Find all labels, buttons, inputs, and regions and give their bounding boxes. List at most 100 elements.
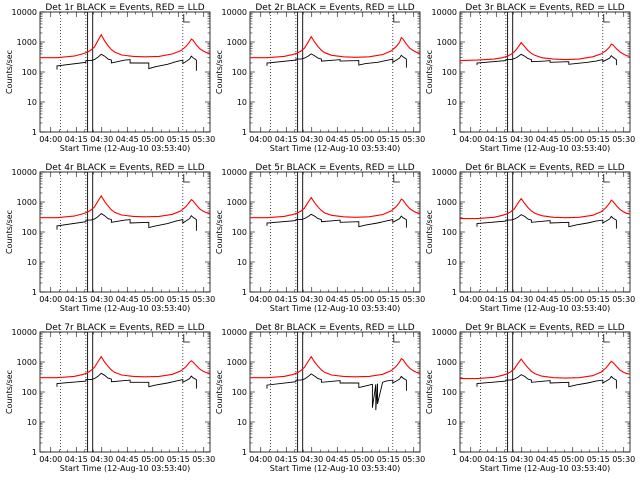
x-tick-label: 05:30: [612, 455, 635, 464]
events-series-line: [476, 214, 617, 229]
lld-series-line: [460, 197, 631, 220]
lld-series-line: [250, 355, 421, 379]
y-tick-label: 1: [32, 448, 37, 457]
x-tick-label: 05:00: [561, 135, 584, 144]
lld-series-line: [40, 33, 211, 59]
y-tick-label: 1000: [227, 38, 247, 47]
panel-title: Det 9r BLACK = Events, RED = LLD: [465, 323, 624, 333]
plot-frame: [39, 171, 211, 293]
plot-frame: [459, 331, 631, 453]
x-tick-label: 04:45: [326, 295, 349, 304]
events-series-line: [56, 372, 197, 389]
y-tick-label: 10000: [12, 8, 37, 17]
x-tick-label: 04:30: [300, 135, 323, 144]
y-tick-label: 1: [242, 128, 247, 137]
x-tick-label: 05:30: [192, 455, 215, 464]
y-axis-label: Counts/sec: [5, 50, 14, 94]
lld-series-line: [459, 41, 631, 62]
x-tick-label: 05:00: [561, 455, 584, 464]
panel-title: Det 7r BLACK = Events, RED = LLD: [45, 323, 204, 333]
saa-bracket-marker: [183, 14, 190, 23]
x-tick-label: 05:15: [167, 455, 190, 464]
x-axis-label: Start Time (12-Aug-10 03:53:40): [60, 464, 191, 473]
x-tick-label: 04:45: [536, 135, 559, 144]
y-tick-label: 1: [32, 288, 37, 297]
plot-frame: [459, 171, 631, 293]
panel-2: Det 2r BLACK = Events, RED = LLD 1 10 100 10…: [215, 3, 425, 153]
y-tick-label: 100: [22, 388, 37, 397]
y-tick-label: 10: [27, 418, 37, 427]
y-tick-label: 1: [32, 128, 37, 137]
x-tick-label: 05:00: [141, 295, 164, 304]
y-tick-label: 100: [232, 228, 247, 237]
panel-7: Det 7r BLACK = Events, RED = LLD 1 10 100 10…: [5, 323, 215, 473]
x-tick-label: 04:45: [116, 295, 139, 304]
panel-8: Det 8r BLACK = Events, RED = LLD 1 10 100 10…: [215, 323, 425, 473]
plot-frame: [249, 171, 421, 293]
panel-1: Det 1r BLACK = Events, RED = LLD 1 10 100 10…: [5, 3, 215, 153]
y-tick-label: 10000: [432, 168, 457, 177]
saa-bracket-marker: [603, 14, 610, 23]
panel-3: Det 3r BLACK = Events, RED = LLD 1 10 100 10…: [425, 3, 635, 153]
x-tick-label: 04:00: [249, 135, 272, 144]
x-tick-label: 04:15: [275, 455, 298, 464]
y-axis-label: Counts/sec: [5, 210, 14, 254]
y-axis-label: Counts/sec: [425, 210, 434, 254]
x-tick-label: 04:15: [65, 135, 88, 144]
y-tick-label: 1000: [17, 198, 37, 207]
y-tick-label: 10: [237, 258, 247, 267]
x-tick-label: 05:00: [141, 455, 164, 464]
lld-series-line: [40, 355, 211, 379]
y-tick-label: 100: [442, 388, 457, 397]
y-axis-label: Counts/sec: [5, 370, 14, 414]
events-series-line: [476, 53, 617, 66]
saa-bracket-marker: [183, 174, 190, 183]
y-tick-label: 100: [232, 388, 247, 397]
x-axis-label: Start Time (12-Aug-10 03:53:40): [480, 464, 611, 473]
y-tick-label: 1000: [437, 198, 457, 207]
y-axis-label: Counts/sec: [215, 50, 224, 94]
x-tick-label: 04:30: [510, 295, 533, 304]
y-tick-label: 10: [27, 98, 37, 107]
events-series-line: [266, 53, 407, 68]
y-tick-label: 1000: [227, 198, 247, 207]
y-tick-label: 100: [232, 68, 247, 77]
panel-title: Det 1r BLACK = Events, RED = LLD: [45, 3, 204, 13]
y-tick-label: 100: [22, 68, 37, 77]
plot-frame: [249, 331, 421, 453]
x-tick-label: 05:30: [402, 295, 425, 304]
x-tick-label: 05:30: [192, 135, 215, 144]
x-tick-label: 05:15: [587, 295, 610, 304]
y-tick-label: 10: [237, 418, 247, 427]
y-axis-label: Counts/sec: [215, 370, 224, 414]
y-tick-label: 10000: [222, 8, 247, 17]
panel-title: Det 2r BLACK = Events, RED = LLD: [255, 3, 414, 13]
x-tick-label: 05:00: [351, 455, 374, 464]
x-tick-label: 05:30: [612, 135, 635, 144]
panel-6: Det 6r BLACK = Events, RED = LLD 1 10 100 10…: [425, 163, 635, 313]
x-tick-label: 05:00: [351, 295, 374, 304]
y-tick-label: 10: [447, 418, 457, 427]
plot-frame: [39, 11, 211, 133]
panel-title: Det 4r BLACK = Events, RED = LLD: [45, 163, 204, 173]
y-tick-label: 10: [447, 98, 457, 107]
plot-frame: [459, 11, 631, 133]
x-tick-label: 05:30: [402, 455, 425, 464]
events-series-line: [266, 213, 407, 228]
saa-bracket-marker: [393, 14, 400, 23]
plot-frame: [39, 331, 211, 453]
panel-4: Det 4r BLACK = Events, RED = LLD 1 10 100 10…: [5, 163, 215, 313]
x-axis-label: Start Time (12-Aug-10 03:53:40): [270, 464, 401, 473]
saa-bracket-marker: [183, 334, 190, 343]
x-tick-label: 04:00: [459, 135, 482, 144]
panel-title: Det 5r BLACK = Events, RED = LLD: [255, 163, 414, 173]
x-tick-label: 04:30: [90, 295, 113, 304]
y-tick-label: 1: [242, 448, 247, 457]
x-tick-label: 04:45: [116, 455, 139, 464]
x-tick-label: 05:30: [192, 295, 215, 304]
saa-bracket-marker: [393, 334, 400, 343]
x-tick-label: 04:15: [275, 295, 298, 304]
x-tick-label: 04:45: [326, 455, 349, 464]
x-tick-label: 04:30: [300, 455, 323, 464]
